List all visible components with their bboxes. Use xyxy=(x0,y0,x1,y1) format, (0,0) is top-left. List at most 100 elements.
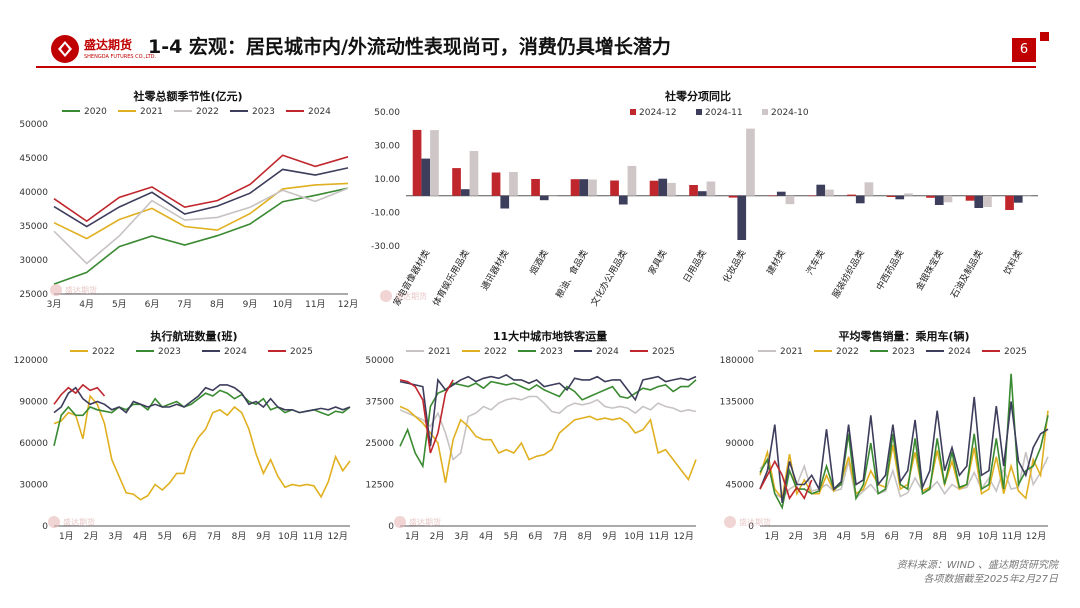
y-tick-label: 35000 xyxy=(19,222,48,232)
bar-2024-10 xyxy=(469,151,479,196)
bar-2024-11 xyxy=(934,195,944,205)
y-tick-label: 180000 xyxy=(720,356,755,366)
x-tick-label: 8月 xyxy=(210,299,225,310)
y-tick-label: -10.00 xyxy=(371,209,400,219)
series-line-2024 xyxy=(53,154,349,223)
bar-2024-10 xyxy=(904,193,913,196)
category-label: 饮料类 xyxy=(1001,248,1025,277)
bar-2024-11 xyxy=(776,191,786,196)
watermark-text: 盛达期货 xyxy=(395,291,427,301)
legend-label-2024: 2024 xyxy=(308,107,331,117)
y-tick-label: 30000 xyxy=(19,481,48,491)
x-tick-label: 7月 xyxy=(909,531,924,542)
y-tick-label: 135000 xyxy=(720,398,755,408)
y-tick-label: 0 xyxy=(42,522,48,532)
legend-label-2020: 2020 xyxy=(84,107,107,117)
bar-2024-12 xyxy=(452,168,461,196)
x-tick-label: 5月 xyxy=(112,299,127,310)
x-tick-label: 9月 xyxy=(957,531,972,542)
y-tick-label: 37500 xyxy=(365,398,394,408)
chart-title: 11大中城市地铁客运量 xyxy=(493,329,607,343)
bar-2024-12 xyxy=(886,195,896,197)
shengda-logo-icon xyxy=(51,35,79,63)
x-tick-label: 5月 xyxy=(861,531,876,542)
legend-label-2022: 2022 xyxy=(836,347,859,357)
category-label: 石油及制品类 xyxy=(948,248,985,301)
series-line-2023 xyxy=(53,389,351,446)
x-tick-label: 4月 xyxy=(79,299,94,310)
y-tick-label: 0 xyxy=(388,522,394,532)
legend-label-2023: 2023 xyxy=(158,347,181,357)
y-tick-label: 50.00 xyxy=(374,108,400,118)
bar-2024-12 xyxy=(491,172,501,196)
bar-2024-11 xyxy=(1013,195,1023,203)
series-line-2025 xyxy=(759,459,813,501)
bar-2024-12 xyxy=(807,195,817,197)
bar-2024-12 xyxy=(926,195,935,198)
y-tick-label: 10.00 xyxy=(374,175,400,185)
bar-2024-11 xyxy=(500,195,510,209)
series-line-2021 xyxy=(399,395,697,462)
legend-label-2021: 2021 xyxy=(428,347,451,357)
category-label: 家具类 xyxy=(645,248,669,277)
bar-2024-11 xyxy=(579,179,589,196)
x-tick-label: 8月 xyxy=(232,531,247,542)
bar-2024-11 xyxy=(658,178,668,196)
series-line-2022 xyxy=(53,187,349,265)
category-label: 文化办公用品类 xyxy=(588,248,630,309)
bar-2024-10 xyxy=(706,181,716,196)
watermark-text: 盛达期货 xyxy=(63,517,95,527)
legend-swatch-2024-12 xyxy=(630,109,636,115)
series-line-2021 xyxy=(759,452,1049,500)
series-line-2025 xyxy=(399,379,454,454)
x-tick-label: 1月 xyxy=(405,531,420,542)
x-tick-label: 8月 xyxy=(578,531,593,542)
x-tick-label: 6月 xyxy=(885,531,900,542)
y-tick-label: 25000 xyxy=(365,439,394,449)
y-tick-label: 25000 xyxy=(19,290,48,300)
legend-label-2023: 2023 xyxy=(892,347,915,357)
chart-title: 平均零售销量：乘用车(辆) xyxy=(838,329,969,343)
x-tick-label: 7月 xyxy=(207,531,222,542)
chart-retail-category-yoy: 社零分项同比 2024-12 2024-11 2024-10 -30.00 -10.00 1… xyxy=(371,89,1038,309)
bar-2024-12 xyxy=(689,185,698,196)
bar-2024-11 xyxy=(421,158,431,196)
y-tick-label: 60000 xyxy=(19,439,48,449)
legend-label-2025: 2025 xyxy=(290,347,313,357)
x-tick-label: 1月 xyxy=(765,531,780,542)
x-tick-label: 5月 xyxy=(158,531,173,542)
bar-2024-10 xyxy=(1022,195,1032,197)
y-tick-label: 45000 xyxy=(725,481,754,491)
watermark-logo-icon xyxy=(394,516,406,528)
series-line-2023 xyxy=(53,167,349,228)
legend-label-2021: 2021 xyxy=(140,107,163,117)
chart-title: 执行航班数量(班) xyxy=(150,329,237,343)
bar-2024-12 xyxy=(412,129,422,196)
series-line-2024 xyxy=(399,373,697,447)
watermark-text: 盛达期货 xyxy=(65,285,97,295)
page-title: 1-4 宏观：居民城市内/外流动性表现尚可，消费仍具增长潜力 xyxy=(148,36,671,58)
bar-2024-11 xyxy=(697,191,707,196)
x-tick-label: 2月 xyxy=(430,531,445,542)
category-label: 建材类 xyxy=(764,248,788,277)
x-tick-label: 6月 xyxy=(528,531,543,542)
watermark-logo-icon xyxy=(380,290,392,302)
category-label: 金银珠宝类 xyxy=(913,248,946,293)
bar-2024-11 xyxy=(460,189,470,196)
bar-2024-11 xyxy=(539,195,549,201)
corner-decoration xyxy=(1040,32,1049,41)
legend-label-2024: 2024 xyxy=(948,347,971,357)
x-tick-label: 3月 xyxy=(47,299,62,310)
legend-swatch-2024-11 xyxy=(696,109,702,115)
legend-label-2024-10: 2024-10 xyxy=(771,108,809,118)
legend-label-2025: 2025 xyxy=(1004,347,1027,357)
x-tick-label: 7月 xyxy=(177,299,192,310)
x-tick-label: 3月 xyxy=(454,531,469,542)
x-tick-label: 10月 xyxy=(624,531,644,542)
bar-2024-10 xyxy=(548,195,558,197)
logo-subtext: SHENGDA FUTURES CO.,LTD. xyxy=(84,54,157,60)
bar-2024-10 xyxy=(588,179,597,196)
watermark-logo-icon xyxy=(48,516,60,528)
bar-2024-10 xyxy=(746,128,755,196)
series-line-2024 xyxy=(53,384,351,414)
